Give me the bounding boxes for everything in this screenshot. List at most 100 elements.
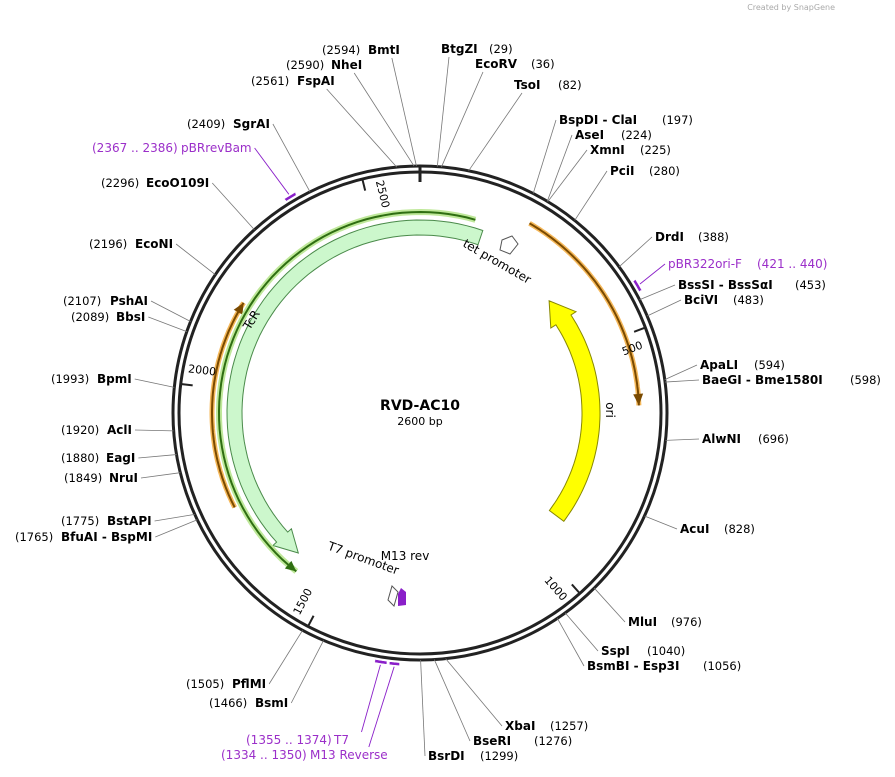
enzyme-name: BspDI - ClaI: [559, 113, 637, 127]
enzyme-name: BfuAI - BspMI: [61, 530, 152, 544]
tick-label: 1500: [291, 586, 316, 617]
enzyme-position: (1765): [15, 530, 53, 544]
enzyme-position: (1505): [186, 677, 224, 691]
enzyme-name: PciI: [610, 164, 635, 178]
orange-left-head: [233, 302, 244, 315]
tick-mark: [361, 178, 367, 191]
enzyme-position: (280): [649, 164, 680, 178]
primer-name: T7: [333, 733, 349, 747]
enzyme-position: (1466): [209, 696, 247, 710]
cut-line: [138, 454, 177, 459]
primer-range: (2367 .. 2386): [92, 141, 178, 155]
tick-mark: [571, 583, 581, 595]
cut-line: [564, 612, 599, 652]
primer-arc: [389, 661, 400, 666]
enzyme-position: (1775): [61, 514, 99, 528]
enzyme-name: BsmI: [255, 696, 288, 710]
enzyme-name: EagI: [106, 451, 135, 465]
enzyme-name: EcoRV: [475, 57, 518, 71]
enzyme-name: AseI: [575, 128, 604, 142]
map-name: RVD-AC10: [380, 398, 460, 414]
cut-line: [211, 182, 255, 230]
enzyme-position: (197): [662, 113, 693, 127]
enzyme-name: BssSI - BssSαI: [678, 278, 773, 292]
cut-line: [445, 658, 503, 727]
cut-line: [148, 316, 187, 332]
enzyme-name: BtgZI: [441, 42, 478, 56]
enzyme-name: NruI: [109, 471, 138, 485]
enzyme-position: (2089): [71, 310, 109, 324]
cut-line: [441, 71, 484, 168]
cut-line: [272, 123, 311, 193]
enzyme-name: EcoNI: [135, 237, 173, 251]
enzyme-name: NheI: [331, 58, 362, 72]
orange-left: [211, 302, 245, 508]
tcr-arc: [217, 210, 476, 573]
enzyme-name: BseRI: [473, 734, 511, 748]
enzyme-name: MluI: [628, 615, 657, 629]
primer-line: [254, 147, 290, 195]
enzyme-name: DrdI: [655, 230, 684, 244]
enzyme-name: AcuI: [680, 522, 709, 536]
cut-line: [391, 57, 417, 167]
enzyme-position: (453): [795, 278, 826, 292]
enzyme-name: EcoO109I: [146, 176, 209, 190]
enzyme-name: ApaLI: [700, 358, 738, 372]
enzyme-name: BaeGI - Bme1580I: [702, 373, 823, 387]
orange-right: [528, 222, 640, 406]
enzyme-position: (2296): [101, 176, 139, 190]
enzyme-position: (1920): [61, 423, 99, 437]
primer-name: M13 Reverse: [310, 748, 388, 762]
cut-line: [150, 300, 191, 322]
enzyme-position: (36): [531, 57, 555, 71]
enzyme-name: BsrDI: [428, 749, 465, 763]
enzyme-name: AlwNI: [702, 432, 741, 446]
cut-line: [532, 119, 557, 194]
enzyme-position: (483): [733, 293, 764, 307]
cut-line: [639, 284, 676, 301]
cut-line: [175, 243, 216, 275]
tick-label: 2000: [187, 362, 216, 378]
enzyme-position: (388): [698, 230, 729, 244]
enzyme-name: XmnI: [590, 143, 625, 157]
cut-line: [420, 659, 426, 757]
cut-line: [665, 379, 700, 383]
tcr-arrow: [226, 219, 484, 554]
enzyme-position: (696): [758, 432, 789, 446]
map-length: 2600 bp: [397, 415, 442, 428]
tcr-arc-head: [284, 560, 297, 572]
enzyme-position: (2107): [63, 294, 101, 308]
watermark: Created by SnapGene: [747, 3, 835, 12]
enzyme-position: (82): [558, 78, 582, 92]
enzyme-position: (1299): [480, 749, 518, 763]
feature-label: tet promoter: [460, 236, 533, 286]
enzyme-position: (828): [724, 522, 755, 536]
cut-line: [134, 378, 175, 388]
primer-arc: [633, 279, 642, 292]
enzyme-position: (29): [489, 42, 513, 56]
primer-line: [368, 666, 395, 748]
primer-arc: [374, 659, 387, 665]
enzyme-name: TsoI: [514, 78, 540, 92]
tick-mark: [307, 615, 315, 627]
cut-line: [468, 92, 523, 172]
cut-line: [547, 149, 588, 202]
feature-label: ori: [603, 402, 617, 418]
enzyme-position: (225): [640, 143, 671, 157]
cut-line: [574, 170, 608, 221]
enzyme-position: (1040): [647, 644, 685, 658]
enzyme-name: BstAPI: [107, 514, 152, 528]
cut-line: [326, 88, 398, 168]
primer-name: pBRrevBam: [181, 141, 252, 155]
enzyme-position: (1993): [51, 372, 89, 386]
t7-promoter-symbol: [387, 585, 399, 607]
enzyme-position: (2196): [89, 237, 127, 251]
enzyme-name: FspAI: [297, 74, 335, 88]
cut-line: [665, 438, 700, 441]
cut-line: [546, 134, 573, 202]
cut-line: [646, 299, 682, 317]
primer-range: (421 .. 440): [757, 257, 827, 271]
tick-label: 1000: [541, 574, 569, 604]
tet-promoter-symbol: [499, 235, 519, 255]
